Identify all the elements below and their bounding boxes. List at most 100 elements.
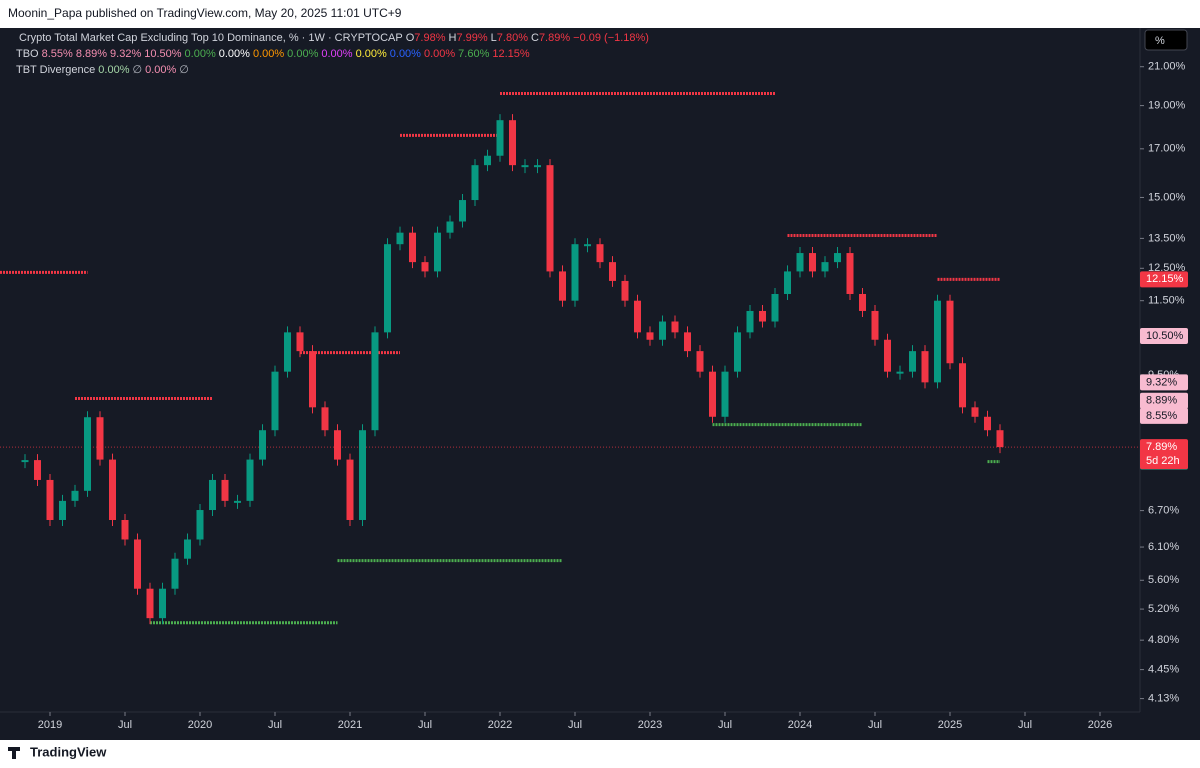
candle (96, 417, 104, 460)
legend-line: Crypto Total Market Cap Excluding Top 10… (19, 32, 649, 44)
x-tick-label: 2025 (938, 719, 962, 731)
y-tick-label: 6.10% (1148, 541, 1179, 553)
candle (721, 371, 729, 417)
candle (34, 460, 41, 480)
indicator-value: 0.00% (356, 48, 387, 60)
candle (21, 460, 29, 463)
x-tick-label: 2026 (1088, 719, 1112, 731)
candle (534, 165, 541, 168)
candle (209, 479, 216, 511)
candle (671, 321, 679, 333)
candle (134, 539, 141, 589)
candle (509, 120, 516, 166)
candle (834, 253, 841, 263)
indicator-value: 0.00% (321, 48, 352, 60)
candle (859, 293, 866, 311)
candle (471, 165, 479, 201)
indicator-value: 7.60% (458, 48, 489, 60)
candle (121, 519, 129, 540)
x-tick-label: 2022 (488, 719, 512, 731)
candle (71, 490, 79, 501)
candle (996, 430, 1004, 448)
y-tick-label: 12.50% (1148, 262, 1186, 274)
indicator-value: 12.15% (492, 48, 530, 60)
candle (896, 371, 904, 374)
candle (596, 244, 604, 263)
x-tick-label: Jul (1018, 719, 1032, 731)
indicator-value: 8.89% (76, 48, 107, 60)
top-strip (0, 0, 1200, 28)
scale-button[interactable] (1144, 29, 1188, 51)
indicator-value: 0.00% (287, 48, 318, 60)
candle (771, 293, 779, 322)
price-label-box (1140, 392, 1188, 409)
ohlc-key: H (449, 32, 457, 44)
candle (496, 120, 504, 156)
candle (221, 479, 229, 501)
price-label: 10.50% (1146, 330, 1184, 342)
x-tick-label: Jul (118, 719, 132, 731)
candle (971, 407, 979, 417)
ohlc-key: L (491, 32, 497, 44)
candle (646, 332, 654, 340)
indicator-value: ∅ (179, 64, 189, 76)
price-label-box (1140, 271, 1188, 288)
y-tick-label: 6.70% (1148, 505, 1179, 517)
scale-button-label[interactable]: % (1155, 35, 1165, 47)
candle (234, 500, 241, 503)
ohlc-value: 7.89% (539, 32, 570, 44)
candle (409, 232, 416, 263)
candle (146, 588, 154, 619)
y-tick-label: 4.45% (1148, 664, 1179, 676)
candle (321, 407, 329, 431)
candle (259, 430, 266, 460)
candle (359, 430, 366, 520)
y-tick-label: 11.50% (1148, 295, 1185, 307)
price-label: 9.32% (1146, 376, 1177, 388)
x-tick-label: 2023 (638, 719, 662, 731)
x-tick-label: 2021 (338, 719, 362, 731)
candle (609, 262, 616, 281)
candle (371, 332, 379, 431)
candle (109, 459, 116, 520)
candle (284, 332, 291, 372)
indicator-value: 0.00% (185, 48, 216, 60)
candle (934, 300, 941, 383)
candle (796, 253, 804, 272)
candle (909, 351, 916, 372)
chart-background (0, 28, 1200, 740)
y-tick-label: 13.50% (1148, 232, 1186, 244)
candle (184, 539, 191, 559)
candle (546, 165, 554, 272)
x-tick-label: 2024 (788, 719, 812, 731)
price-label: 8.55% (1146, 410, 1177, 422)
bottom-strip (0, 740, 1200, 768)
candle (309, 351, 316, 408)
y-tick-label: 17.00% (1148, 143, 1186, 155)
indicator-value: 0.00% (390, 48, 421, 60)
y-tick-label: 15.00% (1148, 191, 1186, 203)
candle (846, 253, 854, 294)
y-tick-label: 4.80% (1148, 634, 1179, 646)
candle (334, 430, 341, 460)
candle (696, 351, 704, 372)
indicator-name: TBT Divergence (16, 64, 95, 76)
price-label: 8.89% (1146, 395, 1177, 407)
candle (434, 232, 441, 272)
legend-line: TBO 8.55% 8.89% 9.32% 10.50% 0.00% 0.00% 0.00% 0… (16, 48, 530, 60)
x-tick-label: Jul (718, 719, 732, 731)
candle (171, 558, 179, 589)
indicator-value: 9.32% (110, 48, 141, 60)
x-tick-label: Jul (418, 719, 432, 731)
brand: TradingView (30, 744, 107, 759)
ohlc-value: 7.98% (414, 32, 445, 44)
candle (984, 416, 991, 431)
candle (871, 310, 879, 340)
candle (659, 321, 666, 340)
candle (921, 351, 929, 383)
indicator-value: 0.00% (424, 48, 455, 60)
price-label-box (1140, 328, 1188, 345)
price-label-box (1140, 374, 1188, 391)
ohlc-key: O (406, 32, 415, 44)
